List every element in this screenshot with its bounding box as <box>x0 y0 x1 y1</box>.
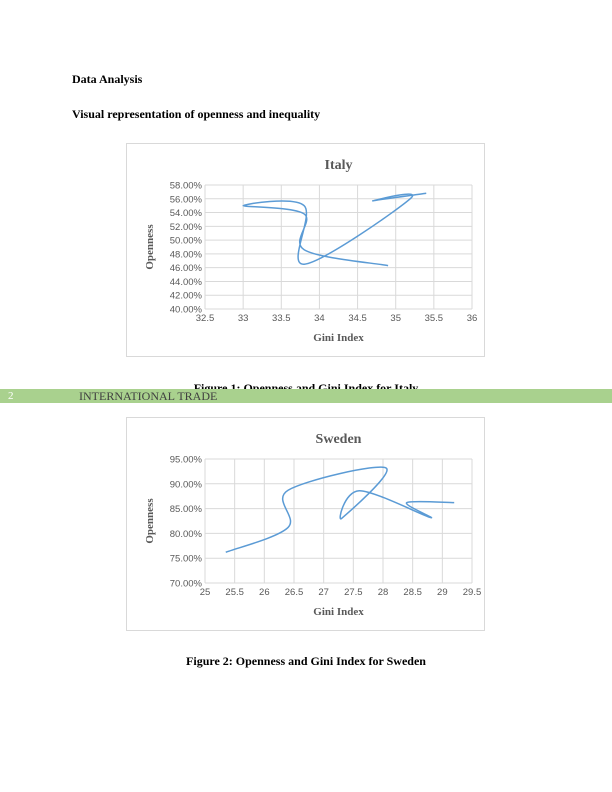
x-tick-label: 32.5 <box>196 313 215 324</box>
chart-italy-svg: Italy 32.5 33 33.5 34 34.5 35 35.5 36 40.00% 42.00… <box>144 158 478 344</box>
x-tick-label: 33 <box>238 313 249 324</box>
chart-title: Italy <box>325 158 353 173</box>
y-tick-label: 52.00% <box>170 222 203 233</box>
y-tick-label: 48.00% <box>170 249 203 260</box>
chart-sweden: Sweden 25 25.5 26 26.5 27 27.5 28 28.5 29 29.5 70.0… <box>126 417 485 631</box>
section-heading: Data Analysis <box>72 72 143 86</box>
chart-italy: Italy 32.5 33 33.5 34 34.5 35 35.5 36 40.00% 42.00… <box>126 143 485 357</box>
y-tick-label: 85.00% <box>170 504 203 515</box>
y-axis-title: Openness <box>144 498 156 544</box>
running-header: INTERNATIONAL TRADE <box>79 389 218 403</box>
x-tick-label: 25.5 <box>225 587 244 598</box>
x-tick-label: 35.5 <box>425 313 444 324</box>
series-line-sweden <box>225 466 455 553</box>
page-number: 2 <box>8 390 14 402</box>
x-tick-label: 28 <box>378 587 389 598</box>
y-tick-label: 50.00% <box>170 236 203 247</box>
x-tick-label: 35 <box>390 313 401 324</box>
x-axis-title: Gini Index <box>313 332 364 344</box>
chart-sweden-svg: Sweden 25 25.5 26 26.5 27 27.5 28 28.5 29 29.5 70.0… <box>144 432 482 618</box>
x-tick-label: 27 <box>318 587 329 598</box>
series-line-italy <box>242 192 427 267</box>
x-tick-label: 27.5 <box>344 587 363 598</box>
x-tick-label: 29 <box>437 587 448 598</box>
y-tick-label: 44.00% <box>170 277 203 288</box>
y-tick-label: 54.00% <box>170 208 203 219</box>
x-tick-label: 34.5 <box>348 313 367 324</box>
y-tick-label: 58.00% <box>170 181 203 192</box>
x-axis-title: Gini Index <box>313 606 364 618</box>
y-tick-label: 75.00% <box>170 554 203 565</box>
y-tick-label: 70.00% <box>170 579 203 590</box>
y-tick-label: 56.00% <box>170 194 203 205</box>
y-tick-label: 46.00% <box>170 263 203 274</box>
y-tick-label: 42.00% <box>170 291 203 302</box>
x-tick-label: 28.5 <box>403 587 422 598</box>
subsection-heading: Visual representation of openness and in… <box>72 107 321 121</box>
page-header-band: 2 INTERNATIONAL TRADE <box>0 389 612 403</box>
x-tick-label: 36 <box>467 313 478 324</box>
x-tick-label: 26.5 <box>285 587 304 598</box>
chart-title: Sweden <box>316 432 362 447</box>
x-tick-label: 34 <box>314 313 325 324</box>
x-tick-label: 26 <box>259 587 270 598</box>
y-tick-label: 40.00% <box>170 305 203 316</box>
y-tick-label: 95.00% <box>170 455 203 466</box>
x-tick-label: 33.5 <box>272 313 291 324</box>
y-tick-label: 80.00% <box>170 529 203 540</box>
x-tick-label: 29.5 <box>463 587 482 598</box>
y-tick-label: 90.00% <box>170 479 203 490</box>
x-tick-label: 25 <box>200 587 211 598</box>
y-axis-title: Openness <box>144 224 156 270</box>
figure-2-caption: Figure 2: Openness and Gini Index for Sw… <box>186 654 426 668</box>
